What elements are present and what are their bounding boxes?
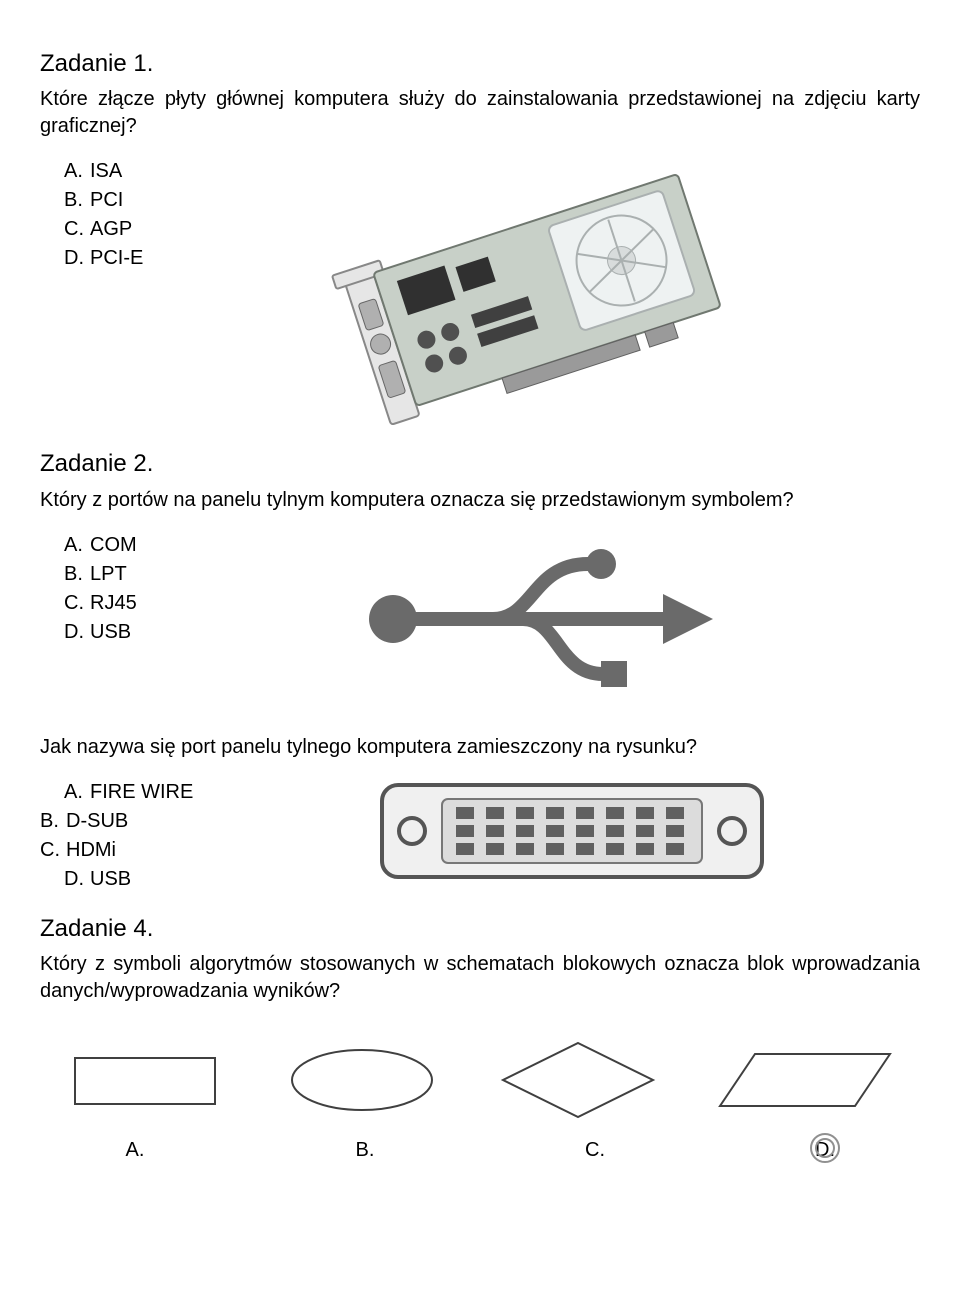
task3-question: Jak nazywa się port panelu tylnego kompu… <box>40 734 920 761</box>
task3-image <box>223 771 920 891</box>
shape-rectangle-icon <box>60 1040 230 1120</box>
task2-opt-b: B.LPT <box>64 561 137 588</box>
graphics-card-icon <box>317 150 777 430</box>
task1-opt-d: D.PCI-E <box>64 245 143 272</box>
task1-image <box>173 150 920 430</box>
shape-ellipse-icon <box>277 1040 447 1120</box>
task1-question: Które złącze płyty głównej komputera słu… <box>40 86 920 140</box>
shape-parallelogram-icon <box>710 1040 900 1120</box>
task1-options: A.ISA B.PCI C.AGP D.PCI-E <box>40 156 143 274</box>
task4-title: Zadanie 4. <box>40 913 920 945</box>
task3-opt-d: D.USB <box>64 866 193 893</box>
task1-opt-b: B.PCI <box>64 187 143 214</box>
task3-options: A.FIRE WIRE B.D-SUB C.HDMi D.USB <box>40 777 193 895</box>
task4-label-c: C. <box>520 1137 670 1164</box>
task1-opt-a: A.ISA <box>64 158 143 185</box>
task2-options: A.COM B.LPT C.RJ45 D.USB <box>40 530 137 648</box>
task1-title: Zadanie 1. <box>40 48 920 80</box>
task2-question: Który z portów na panelu tylnym komputer… <box>40 487 920 514</box>
task4-labels-row: A. B. C. D. <box>60 1137 900 1164</box>
task4-question: Który z symboli algorytmów stosowanych w… <box>40 951 920 1005</box>
task3-row: A.FIRE WIRE B.D-SUB C.HDMi D.USB <box>40 771 920 895</box>
task2-title: Zadanie 2. <box>40 448 920 480</box>
task2-opt-c: C.RJ45 <box>64 590 137 617</box>
task2-row: A.COM B.LPT C.RJ45 D.USB <box>40 524 920 704</box>
task2-image <box>167 524 920 704</box>
dvi-port-icon <box>372 771 772 891</box>
task4-shapes <box>60 1035 900 1125</box>
task4-label-b: B. <box>290 1137 440 1164</box>
task2-opt-d: D.USB <box>64 619 137 646</box>
task3-opt-a: A.FIRE WIRE <box>64 779 193 806</box>
usb-symbol-icon <box>353 524 733 704</box>
task3-opt-b: B.D-SUB <box>40 808 193 835</box>
task2-opt-a: A.COM <box>64 532 137 559</box>
task4-label-a: A. <box>60 1137 210 1164</box>
circle-mark-icon <box>805 1131 845 1165</box>
task1-row: A.ISA B.PCI C.AGP D.PCI-E <box>40 150 920 430</box>
task3-opt-c: C.HDMi <box>40 837 193 864</box>
task1-opt-c: C.AGP <box>64 216 143 243</box>
task4-label-d: D. <box>750 1137 900 1164</box>
shape-diamond-icon <box>493 1035 663 1125</box>
